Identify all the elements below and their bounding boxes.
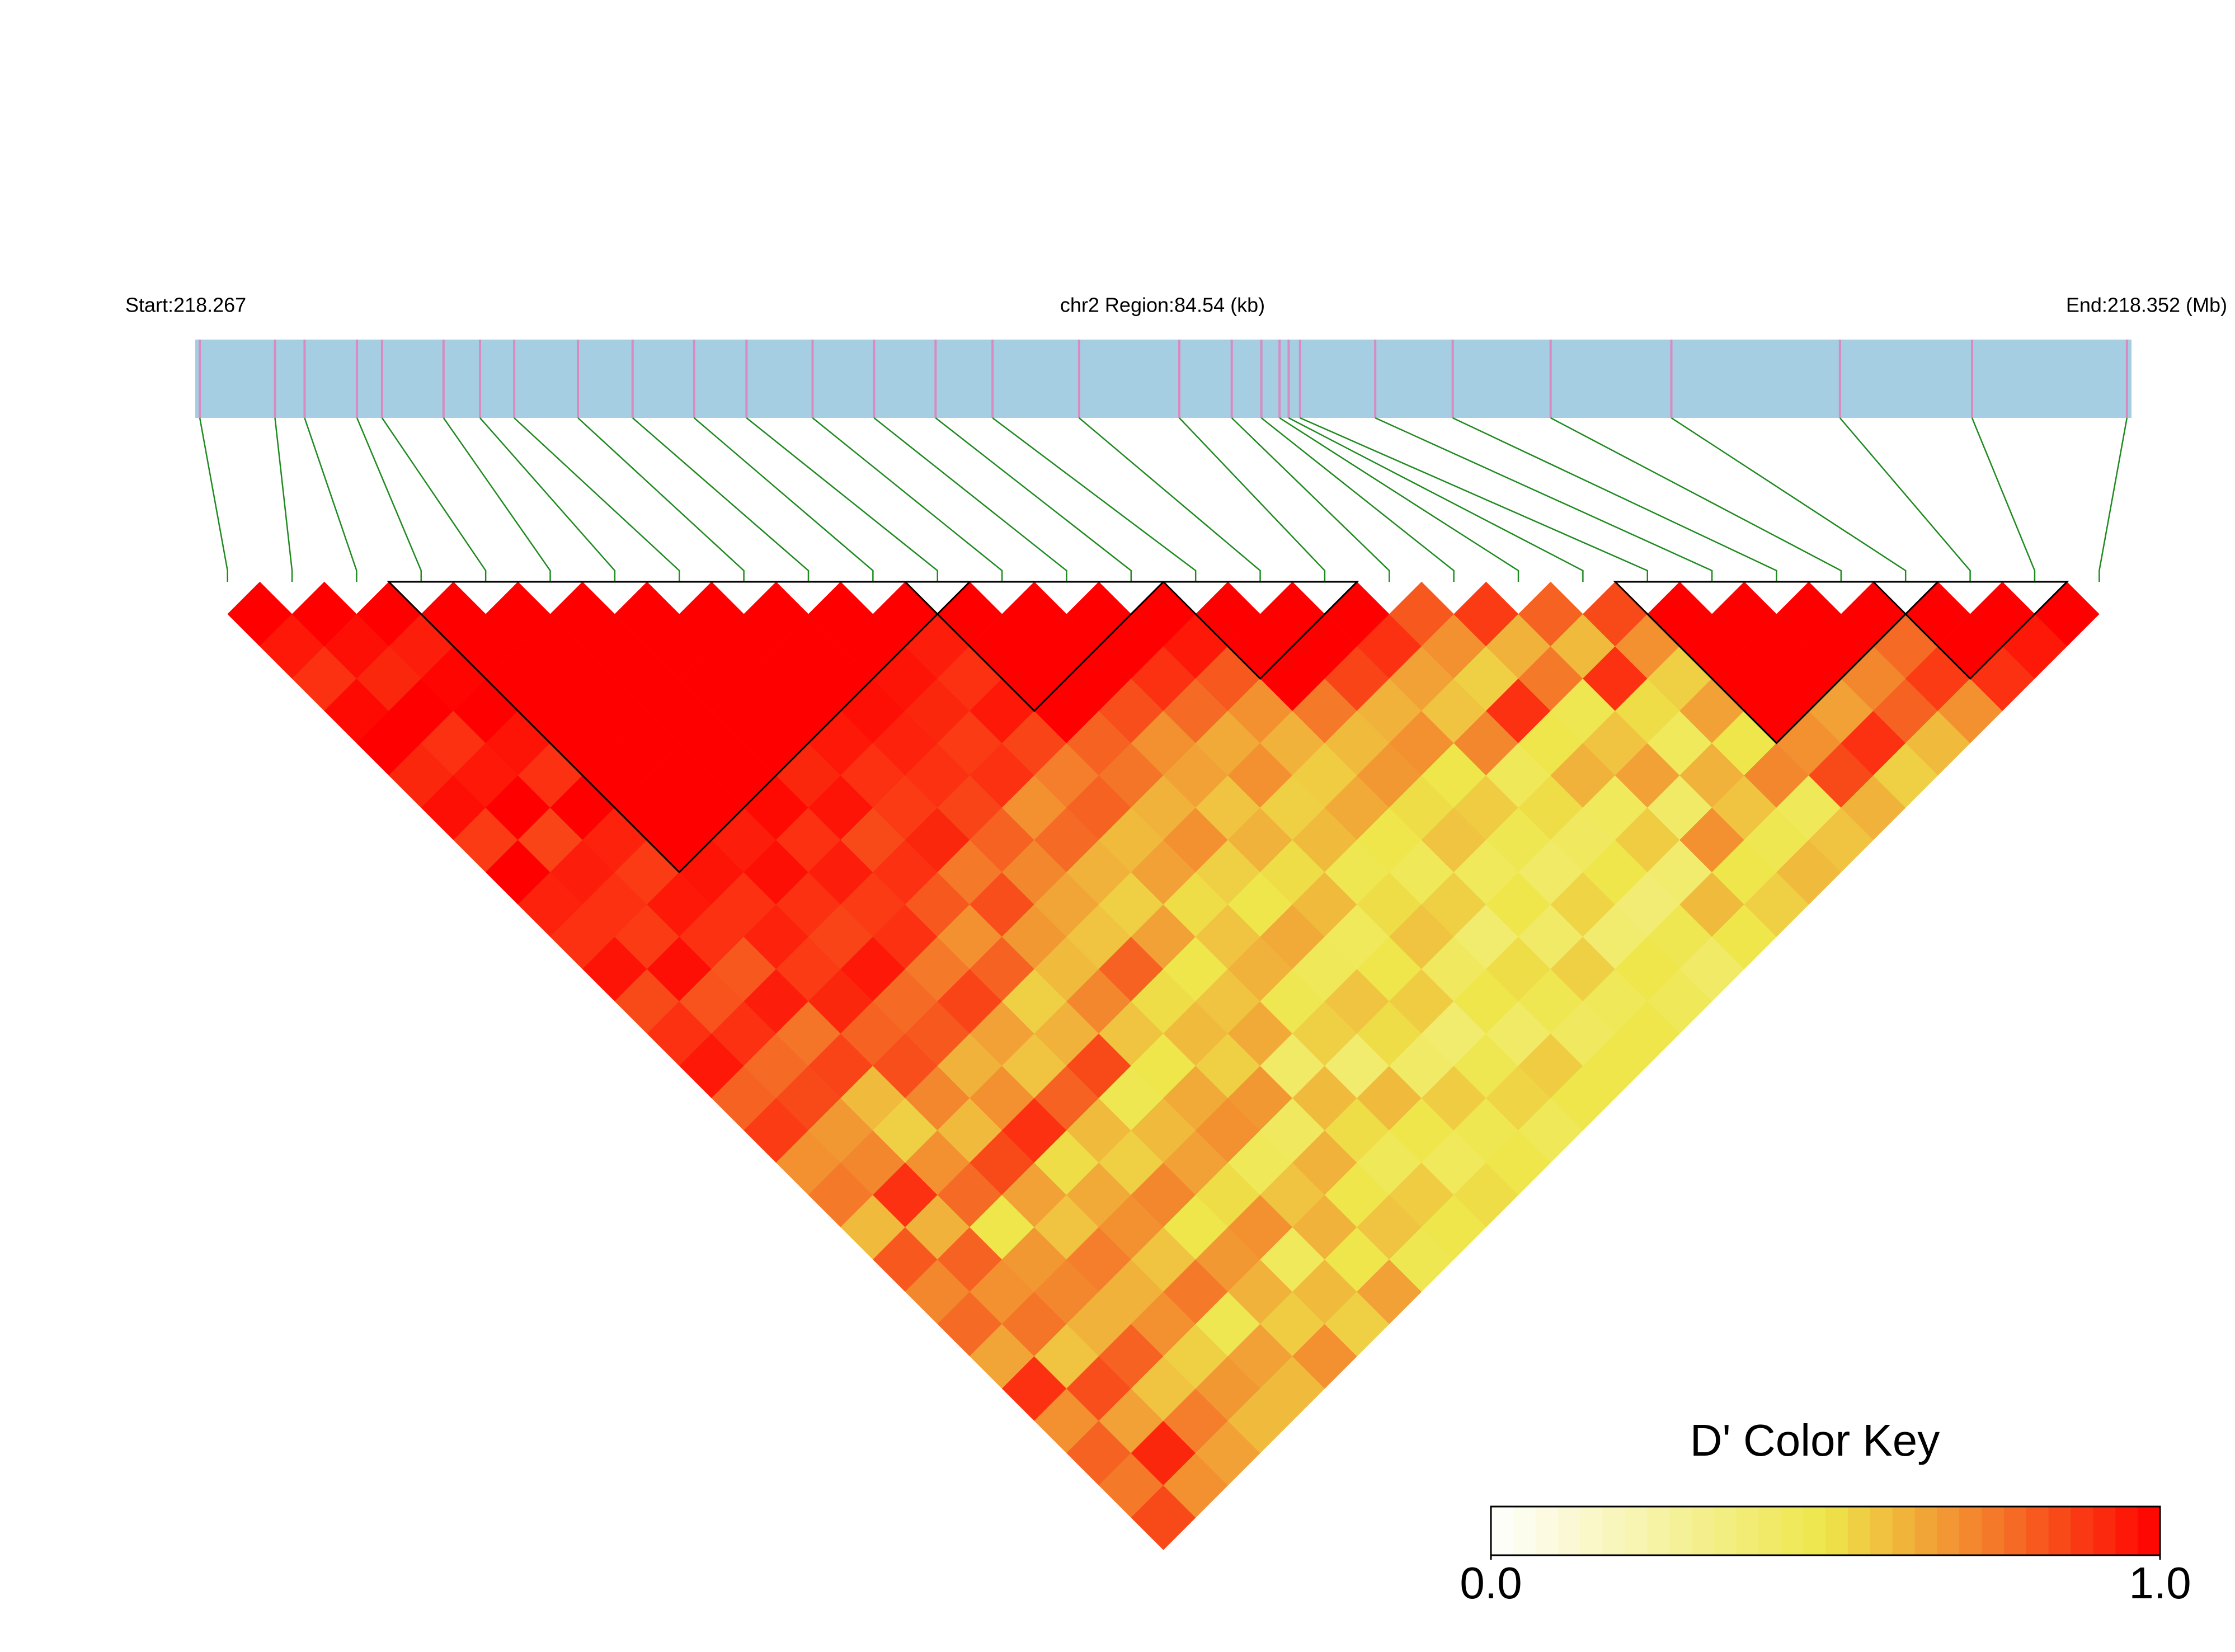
snp-connector [1452, 417, 1777, 582]
snp-connector [632, 417, 810, 582]
end-label: End:218.352 (Mb) [2066, 294, 2227, 317]
key-swatch [1714, 1507, 1737, 1555]
key-swatch [1558, 1507, 1581, 1555]
snp-connector [1179, 417, 1326, 582]
start-label: Start:218.267 [125, 294, 246, 317]
key-swatch [1825, 1507, 1848, 1555]
snp-connector [1231, 417, 1390, 582]
snp-connector [812, 417, 1003, 582]
snp-connector [514, 417, 680, 582]
snp-connector [1971, 417, 2036, 582]
key-swatch [1602, 1507, 1626, 1555]
snp-connector [1375, 417, 1713, 582]
key-swatch [1914, 1507, 1938, 1555]
key-swatch [1892, 1507, 1916, 1555]
snp-connector [443, 417, 551, 582]
key-swatch [2048, 1507, 2072, 1555]
snp-connector [873, 417, 1067, 582]
key-swatch [1959, 1507, 1983, 1555]
key-swatch [1982, 1507, 2005, 1555]
snp-connector [274, 417, 293, 582]
snp-connector [304, 417, 357, 582]
snp-connector [1839, 417, 1971, 582]
snp-connector [199, 417, 228, 582]
key-swatch [1937, 1507, 1960, 1555]
key-tick-label: 1.0 [2129, 1558, 2191, 1608]
snp-connector [2098, 417, 2128, 582]
key-swatch [1625, 1507, 1648, 1555]
ld-block [1871, 581, 2069, 680]
key-swatch [1736, 1507, 1759, 1555]
key-swatch [2003, 1507, 2027, 1555]
key-swatch [1758, 1507, 1782, 1555]
key-frame [1490, 1505, 2161, 1556]
snp-connector [1260, 417, 1455, 582]
key-swatch [1870, 1507, 1893, 1555]
snp-connector [1671, 417, 1907, 582]
key-swatch [1847, 1507, 1871, 1555]
key-swatch [1491, 1507, 1514, 1555]
key-swatch [1669, 1507, 1692, 1555]
snp-connector [992, 417, 1197, 582]
snp-connector [693, 417, 874, 582]
ld-block [1613, 581, 1940, 745]
ld-block [1161, 581, 1359, 680]
key-swatch [1513, 1507, 1536, 1555]
key-swatch [1535, 1507, 1559, 1555]
snp-connector [1550, 417, 1842, 582]
snp-connector [577, 417, 745, 582]
snp-connector [935, 417, 1132, 582]
snp-connector [746, 417, 938, 582]
snp-connector [1300, 417, 1648, 582]
ld-block [387, 581, 972, 874]
region-label: chr2 Region:84.54 (kb) [1060, 294, 1265, 317]
key-swatch [2138, 1507, 2161, 1555]
key-swatch [1691, 1507, 1715, 1555]
snp-connector [479, 417, 616, 582]
key-title: D' Color Key [1690, 1415, 1940, 1465]
key-swatch [1580, 1507, 1603, 1555]
snp-connector [1288, 417, 1584, 582]
key-swatch [2093, 1507, 2116, 1555]
key-swatch [1781, 1507, 1804, 1555]
snp-connector [356, 417, 422, 582]
gene-bar [195, 340, 2132, 418]
ld-block [903, 581, 1166, 712]
key-swatch [1803, 1507, 1826, 1555]
key-swatch [2115, 1507, 2139, 1555]
snp-connector [381, 417, 487, 582]
key-swatch [2071, 1507, 2094, 1555]
snp-connector [1279, 417, 1519, 582]
key-swatch [2026, 1507, 2049, 1555]
key-tick-label: 0.0 [1460, 1558, 1522, 1608]
snp-connector [1079, 417, 1261, 582]
key-swatch [1647, 1507, 1670, 1555]
